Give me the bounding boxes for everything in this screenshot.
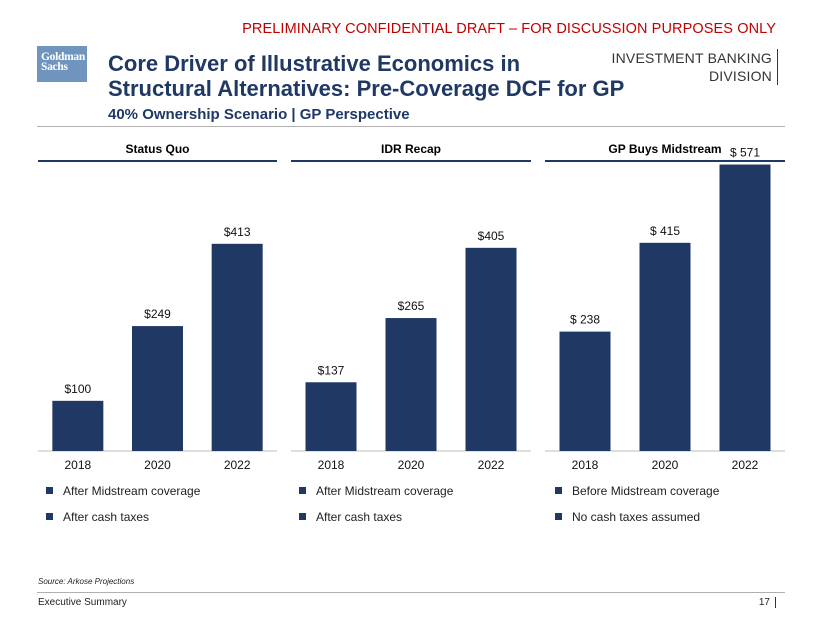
legend-item: After cash taxes (46, 510, 149, 524)
legend-item: After Midstream coverage (299, 484, 453, 498)
panel-title-status-quo: Status Quo (38, 142, 277, 162)
legend-label: After cash taxes (63, 510, 150, 524)
x-tick-label: 2018 (318, 458, 345, 472)
legend-label: Before Midstream coverage (572, 484, 720, 498)
header-divider (37, 126, 785, 127)
legend-square-icon (555, 513, 562, 521)
legend-label: After Midstream coverage (316, 484, 454, 498)
division-label: INVESTMENT BANKING DIVISION (612, 49, 778, 85)
title-line-1: Core Driver of Illustrative Economics in (108, 51, 521, 76)
page-number: 17 (759, 597, 776, 608)
goldman-sachs-logo: Goldman Sachs (37, 46, 87, 82)
data-label: $100 (64, 382, 91, 396)
data-label: $ 415 (650, 224, 680, 238)
footer-section: Executive Summary (38, 597, 127, 608)
title-line-2: Structural Alternatives: Pre-Coverage DC… (108, 76, 625, 101)
bar (132, 326, 183, 451)
data-label: $405 (478, 229, 505, 243)
legend-square-icon (299, 487, 306, 495)
panel-title-gp-buys-midstream: GP Buys Midstream (545, 142, 785, 162)
data-label: $ 238 (570, 313, 600, 327)
x-tick-label: 2018 (64, 458, 91, 472)
bar (211, 243, 263, 451)
data-label: $137 (318, 363, 345, 377)
page-subtitle: 40% Ownership Scenario | GP Perspective (108, 106, 410, 123)
data-label: $265 (398, 299, 425, 313)
bar (559, 331, 611, 451)
bar (639, 242, 691, 451)
x-tick-label: 2020 (652, 458, 679, 472)
data-label: $ 571 (730, 146, 760, 160)
bar (52, 400, 104, 451)
x-tick-label: 2022 (224, 458, 251, 472)
x-tick-label: 2020 (144, 458, 171, 472)
division-line-2: DIVISION (708, 68, 772, 84)
confidential-banner: PRELIMINARY CONFIDENTIAL DRAFT – FOR DIS… (242, 21, 776, 37)
legend-item: Before Midstream coverage (555, 484, 719, 498)
panel-title-idr-recap: IDR Recap (291, 142, 531, 162)
division-line-1: INVESTMENT BANKING (611, 50, 772, 66)
x-tick-label: 2022 (732, 458, 759, 472)
legend-item: After Midstream coverage (46, 484, 200, 498)
bar (305, 382, 357, 451)
x-tick-label: 2022 (478, 458, 505, 472)
footer-divider (37, 592, 785, 593)
legend-square-icon (555, 487, 562, 495)
data-label: $413 (224, 225, 251, 239)
legend-label: After Midstream coverage (63, 484, 201, 498)
legend-item: After cash taxes (299, 510, 402, 524)
legend-item: No cash taxes assumed (555, 510, 700, 524)
legend-label: After cash taxes (316, 510, 403, 524)
data-label: $249 (144, 307, 171, 321)
legend-square-icon (299, 513, 306, 521)
logo-line-2: Sachs (41, 61, 68, 73)
bar (385, 318, 437, 451)
legend-label: No cash taxes assumed (572, 510, 701, 524)
bar (465, 247, 517, 451)
x-tick-label: 2018 (572, 458, 599, 472)
legend-square-icon (46, 513, 53, 521)
logo-line-1: Goldman (41, 51, 85, 63)
legend-square-icon (46, 487, 53, 495)
page-title: Core Driver of Illustrative Economics in… (108, 51, 668, 101)
source-note: Source: Arkose Projections (38, 577, 135, 586)
x-tick-label: 2020 (398, 458, 425, 472)
bar (719, 164, 771, 451)
